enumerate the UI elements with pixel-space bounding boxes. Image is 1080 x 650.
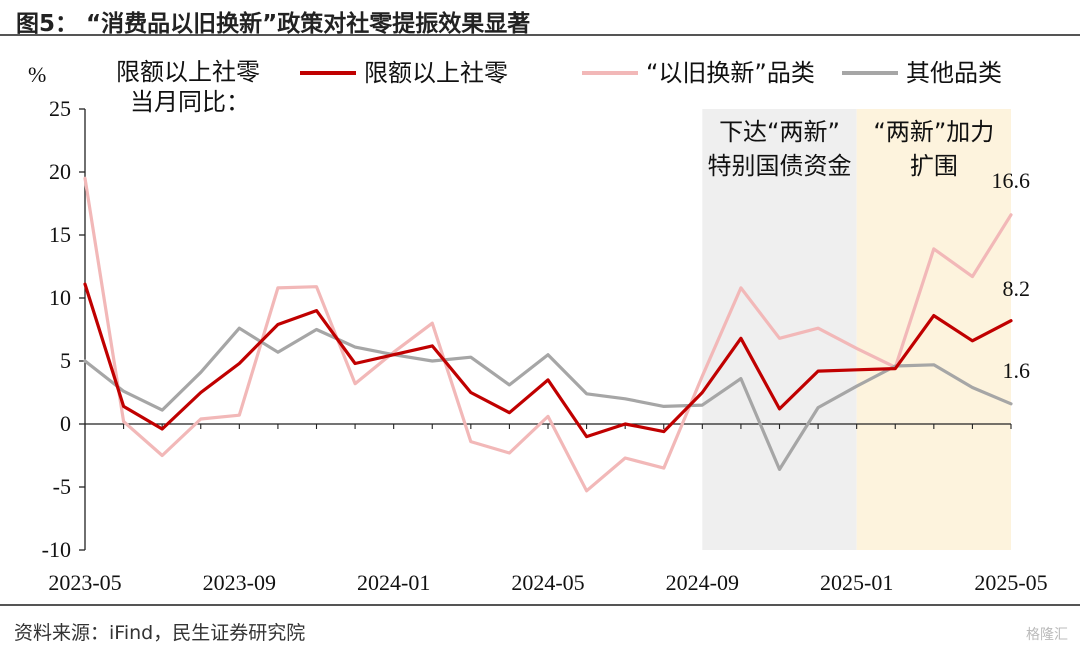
shaded-region-label-2: 扩围: [910, 152, 958, 180]
shaded-region-label-2: “两新”加力: [873, 118, 994, 146]
x-tick-label: 2024-01: [357, 570, 430, 595]
y-tick-label: 15: [49, 222, 71, 247]
y-tick-label: 20: [49, 159, 71, 184]
x-tick-label: 2025-01: [820, 570, 893, 595]
line-chart: -10 -5 0 5 10 15 20 25 2023-05 2023-09 2024-01 2024…: [28, 58, 1048, 595]
legend-label-3: 其他品类: [906, 59, 1002, 87]
series-line-1: [83, 282, 1013, 439]
x-tick-label: 2025-05: [974, 570, 1047, 595]
title-rule: [0, 34, 1080, 36]
y-tick-label: 25: [49, 96, 71, 121]
legend-label-1: 限额以上社零: [364, 59, 508, 87]
x-tick-label: 2023-05: [48, 570, 121, 595]
end-value-label-2: 8.2: [1003, 276, 1031, 301]
y-tick-label: 10: [49, 285, 71, 310]
footer-rule: [0, 604, 1080, 606]
y-tick-label: 5: [60, 348, 71, 373]
y-axis-unit: %: [28, 62, 46, 87]
series-line-3: [83, 326, 1013, 471]
watermark: 格隆汇: [1026, 627, 1068, 643]
x-tick-label: 2024-05: [511, 570, 584, 595]
shaded-region-1: [702, 109, 857, 550]
end-value-label-1: 16.6: [992, 168, 1031, 193]
figure-title: 图5： “消费品以旧换新”政策对社零提振效果显著: [16, 11, 531, 37]
source-note: 资料来源：iFind，民生证券研究院: [14, 622, 306, 644]
y-tick-label: 0: [60, 411, 71, 436]
x-tick-label: 2023-09: [203, 570, 276, 595]
shaded-region-label-1: 下达“两新”: [719, 118, 840, 146]
y-tick-label: -5: [53, 474, 71, 499]
x-tick-label: 2024-09: [666, 570, 739, 595]
legend-label-2: “以旧换新”品类: [646, 59, 815, 87]
shaded-region-label-1: 特别国债资金: [708, 152, 852, 180]
end-value-label-3: 1.6: [1003, 358, 1031, 383]
series-line-2: [83, 176, 1013, 493]
chart-subtitle: 限额以上社零: [116, 58, 260, 86]
y-tick-label: -10: [42, 537, 71, 562]
chart-subtitle: 当月同比：: [130, 88, 250, 116]
shaded-region-2: [856, 109, 1011, 550]
